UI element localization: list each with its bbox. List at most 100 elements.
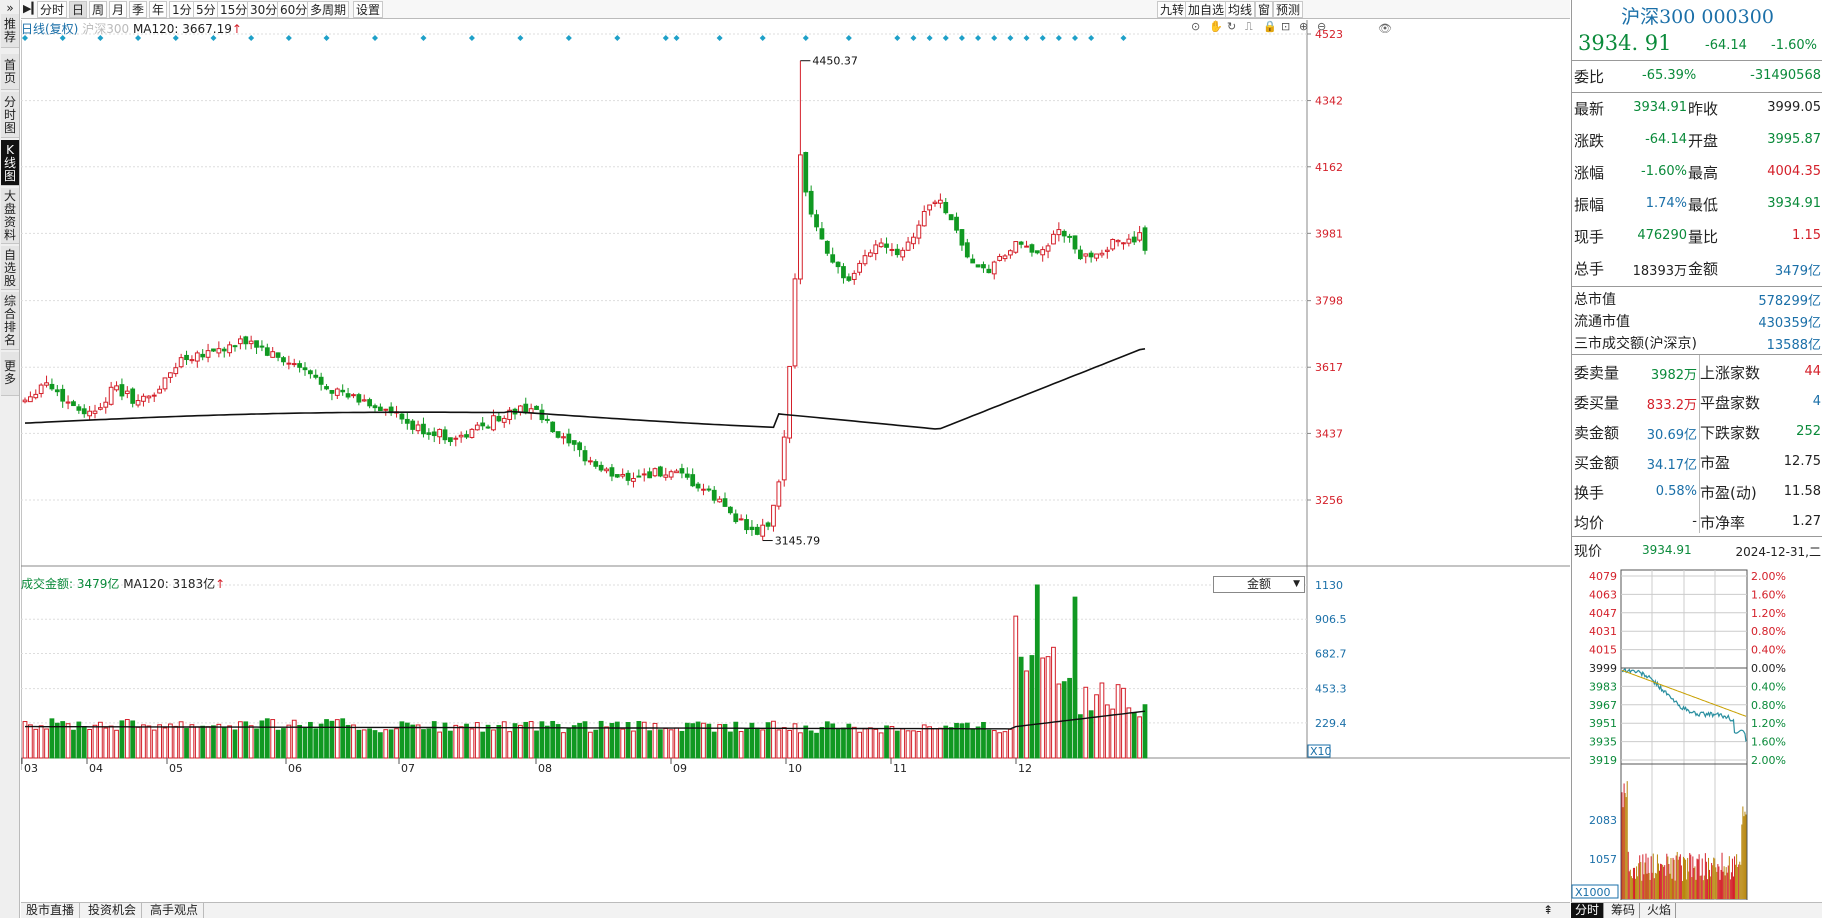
- candle-body: [679, 468, 685, 474]
- sidebar-item-market-data[interactable]: 大盘资料: [1, 188, 19, 244]
- book-value: -: [1692, 514, 1697, 529]
- play-icon[interactable]: ▶▎: [23, 2, 40, 15]
- signal-diamond: [323, 35, 330, 41]
- period-button-1[interactable]: 日: [69, 1, 88, 18]
- period-button-2[interactable]: 周: [89, 1, 108, 18]
- chart-tool-icon[interactable]: ↻: [1227, 20, 1236, 33]
- toolbar-right-button-4[interactable]: 预测: [1273, 1, 1304, 18]
- signal-diamond: [210, 35, 217, 41]
- candle-body: [404, 418, 410, 424]
- sidebar-item-ranking[interactable]: 综合排名: [1, 292, 19, 350]
- kline-chart-area[interactable]: 4523 4342 4162 3981 3798 3617 3437 3256 1130 906.…: [20, 20, 1570, 902]
- period-button-3[interactable]: 月: [109, 1, 128, 18]
- quote-label: 最新: [1574, 100, 1605, 118]
- signal-diamond: [1023, 35, 1030, 41]
- candle-body: [361, 399, 367, 402]
- period-button-8[interactable]: 15分: [217, 1, 251, 18]
- intraday-price-label: 3935: [1589, 736, 1617, 749]
- period-button-10[interactable]: 60分: [277, 1, 311, 18]
- sidebar-item-watchlist[interactable]: 自选股: [1, 246, 19, 290]
- candle-body: [248, 340, 254, 345]
- chart-tool-icon[interactable]: ⊡: [1281, 20, 1290, 33]
- bottom-tab-2[interactable]: 高手观点: [145, 903, 205, 918]
- volume-bar: [194, 726, 200, 759]
- period-button-7[interactable]: 5分: [193, 1, 219, 18]
- now-price: 3934.91: [1642, 543, 1692, 557]
- sidebar-expand-icon[interactable]: »: [6, 1, 14, 15]
- candle-body: [706, 488, 712, 491]
- intraday-price-label: 3967: [1589, 699, 1617, 712]
- candle-body: [754, 526, 760, 535]
- candle-body: [598, 464, 604, 471]
- pin-top-icon[interactable]: ⇞: [1543, 903, 1554, 917]
- volume-bar: [614, 721, 620, 759]
- chart-tool-icon[interactable]: ✋: [1209, 20, 1223, 33]
- right-bottom-tab-2[interactable]: 火焰: [1643, 903, 1677, 918]
- chart-tool-icon[interactable]: ⊙: [1191, 20, 1200, 33]
- chart-tool-icon[interactable]: 🔒: [1263, 20, 1277, 33]
- right-bottom-tab-1[interactable]: 筹码: [1607, 903, 1641, 918]
- period-button-12[interactable]: 设置: [353, 1, 384, 18]
- market-row: 总市值 578299亿: [1572, 287, 1822, 309]
- volume-bar: [744, 728, 749, 759]
- signal-diamond: [614, 35, 621, 41]
- volume-bar: [647, 730, 653, 759]
- candle-body: [399, 413, 405, 420]
- weibi-row: 委比 -65.39% -31490568: [1572, 62, 1822, 89]
- volume-bar: [1121, 687, 1126, 759]
- period-button-5[interactable]: 年: [149, 1, 168, 18]
- volume-bar: [830, 723, 836, 759]
- sidebar-item-recommend[interactable]: 推荐: [1, 14, 19, 48]
- volume-selector[interactable]: 金额 ▼: [1213, 576, 1305, 593]
- bottom-tab-0[interactable]: 股市直播: [21, 903, 81, 918]
- volume-bar: [846, 723, 852, 759]
- candle-body: [87, 410, 92, 417]
- candle-body: [49, 383, 55, 390]
- quote-label: 涨幅: [1574, 164, 1605, 182]
- volume-bar: [695, 721, 701, 759]
- chart-tool-icon[interactable]: ⊕: [1299, 20, 1308, 33]
- candle-body: [162, 377, 168, 390]
- period-button-0[interactable]: 分时: [37, 1, 68, 18]
- candle-body: [227, 344, 233, 354]
- sidebar-item-more[interactable]: 更多: [1, 352, 19, 396]
- candle-body: [792, 278, 798, 367]
- candle-body: [921, 210, 927, 227]
- period-button-11[interactable]: 多周期: [307, 1, 350, 18]
- candle-body: [44, 382, 49, 386]
- intraday-chart[interactable]: 4079 2.00% 4063 1.60% 4047 1.20% 4031 0.80% 4015…: [1571, 568, 1822, 901]
- book-value: 4: [1812, 394, 1821, 409]
- volume-bar: [264, 718, 270, 759]
- signal-diamond: [517, 35, 524, 41]
- sidebar-item-home[interactable]: 首页: [1, 54, 19, 90]
- book-value: 833.2万: [1646, 398, 1697, 413]
- period-button-9[interactable]: 30分: [247, 1, 281, 18]
- right-bottom-tab-0[interactable]: 分时: [1571, 903, 1605, 918]
- volume-bar: [927, 726, 933, 759]
- volume-bar: [523, 721, 529, 759]
- volume-bar: [248, 725, 254, 759]
- period-button-4[interactable]: 季: [129, 1, 148, 18]
- candle-body: [318, 376, 324, 385]
- eye-icon[interactable]: 👁: [1378, 22, 1392, 35]
- toolbar-right-button-0[interactable]: 九转: [1157, 1, 1188, 18]
- volume-bar: [38, 725, 44, 759]
- price-axis-label: 3437: [1315, 427, 1343, 440]
- volume-bar: [571, 725, 577, 759]
- candle-body: [184, 354, 189, 361]
- toolbar-right-button-3[interactable]: 窗: [1255, 1, 1274, 18]
- intraday-vol-unit-box: [1571, 884, 1619, 899]
- period-button-6[interactable]: 1分: [169, 1, 195, 18]
- toolbar-right-button-2[interactable]: 均线: [1225, 1, 1256, 18]
- chart-tool-icon[interactable]: ⊖: [1317, 20, 1326, 33]
- intraday-avg-line: [1621, 669, 1747, 717]
- toolbar-right-button-1[interactable]: 加自选: [1185, 1, 1228, 18]
- candle-body: [749, 526, 755, 531]
- chart-tool-icon[interactable]: ⎍: [1245, 20, 1253, 33]
- volume-bar: [684, 722, 690, 759]
- sidebar-item-kline[interactable]: K线图: [1, 140, 19, 186]
- bottom-tab-1[interactable]: 投资机会: [83, 903, 143, 918]
- volume-bar: [1099, 682, 1105, 759]
- sidebar-item-timeshare[interactable]: 分时图: [1, 92, 19, 138]
- candle-body: [178, 357, 184, 368]
